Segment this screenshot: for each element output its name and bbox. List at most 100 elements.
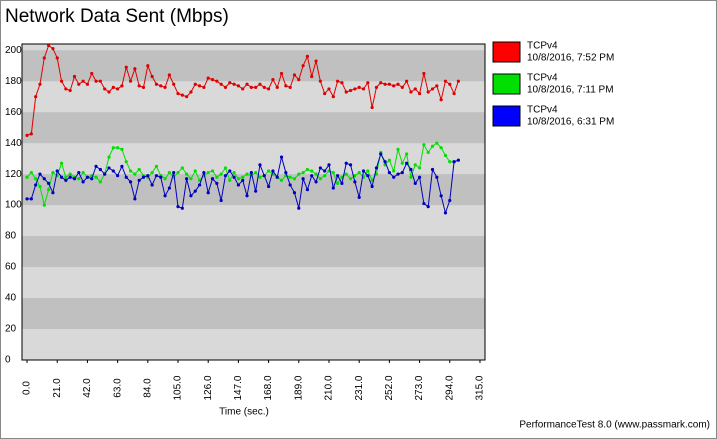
- data-point: [215, 181, 219, 186]
- data-point: [77, 82, 81, 86]
- data-point: [448, 198, 452, 203]
- data-point: [34, 183, 38, 187]
- data-point: [366, 81, 370, 85]
- data-point: [124, 65, 128, 69]
- y-tick-label: 100: [5, 200, 22, 211]
- data-point: [430, 87, 435, 91]
- data-point: [279, 178, 284, 182]
- data-point: [241, 87, 245, 91]
- data-point: [301, 177, 305, 181]
- data-point: [392, 175, 396, 179]
- data-point: [29, 170, 33, 175]
- data-point: [400, 161, 404, 165]
- data-point: [374, 85, 379, 89]
- data-point: [98, 79, 102, 83]
- data-point: [301, 170, 305, 175]
- data-point: [176, 170, 180, 175]
- x-tick-label: 315.0: [475, 375, 486, 400]
- data-point: [353, 174, 357, 178]
- data-point: [77, 177, 81, 181]
- x-tick-label: 126.0: [203, 375, 214, 400]
- data-point: [159, 84, 163, 88]
- data-point: [98, 167, 102, 172]
- data-point: [435, 84, 439, 88]
- data-point: [279, 155, 284, 159]
- data-point: [297, 206, 301, 210]
- grid-band: [22, 267, 485, 299]
- data-point: [42, 203, 46, 207]
- data-point: [443, 211, 448, 215]
- data-point: [284, 84, 288, 88]
- data-point: [180, 93, 184, 97]
- data-point: [59, 79, 64, 83]
- data-point: [68, 175, 72, 179]
- data-point: [172, 82, 176, 86]
- data-point: [55, 169, 59, 173]
- data-point: [236, 177, 241, 181]
- grid-band: [22, 205, 485, 237]
- data-point: [413, 163, 417, 167]
- data-point: [167, 170, 171, 175]
- data-point: [197, 84, 202, 88]
- x-tick-label: 231.0: [354, 375, 365, 400]
- data-point: [111, 146, 115, 150]
- data-point: [336, 181, 340, 186]
- data-point: [422, 71, 426, 76]
- data-point: [206, 191, 210, 195]
- data-point: [336, 79, 340, 83]
- data-point: [262, 85, 266, 89]
- data-point: [90, 71, 94, 76]
- data-point: [150, 74, 154, 79]
- data-point: [34, 95, 38, 99]
- data-point: [38, 184, 42, 189]
- data-point: [439, 194, 443, 198]
- data-point: [366, 174, 370, 178]
- legend-date: 10/8/2016, 7:11 PM: [527, 85, 614, 96]
- data-point: [357, 170, 361, 175]
- data-point: [288, 175, 292, 179]
- data-point: [232, 175, 236, 179]
- data-point: [223, 85, 228, 89]
- legend-label: TCPv4: [527, 41, 558, 52]
- data-point: [383, 160, 387, 164]
- data-point: [210, 177, 215, 181]
- data-point: [116, 146, 120, 150]
- data-point: [124, 160, 128, 164]
- data-point: [180, 166, 184, 170]
- data-point: [176, 205, 180, 209]
- x-tick-label: 273.0: [414, 375, 425, 400]
- data-point: [154, 164, 159, 168]
- legend-label: TCPv4: [527, 105, 558, 116]
- data-point: [219, 198, 223, 203]
- data-point: [271, 78, 275, 82]
- data-point: [357, 85, 361, 89]
- data-point: [254, 189, 258, 193]
- x-tick-label: 252.0: [384, 375, 395, 400]
- data-point: [64, 175, 68, 179]
- x-tick-label: 42.0: [82, 378, 93, 398]
- data-point: [241, 178, 245, 182]
- data-point: [202, 170, 206, 175]
- x-tick-label: 0.0: [22, 381, 33, 395]
- data-point: [146, 64, 150, 68]
- x-tick-label: 63.0: [112, 378, 123, 398]
- data-point: [435, 175, 439, 179]
- data-point: [409, 167, 413, 172]
- data-point: [94, 175, 98, 179]
- data-point: [452, 91, 456, 96]
- data-point: [72, 74, 77, 79]
- grid-band: [22, 236, 485, 268]
- data-point: [275, 85, 279, 89]
- data-point: [51, 170, 55, 175]
- data-point: [103, 87, 107, 91]
- data-point: [47, 181, 51, 186]
- data-point: [189, 90, 193, 94]
- data-point: [223, 174, 228, 178]
- data-point: [146, 174, 150, 178]
- data-point: [370, 105, 374, 110]
- data-point: [133, 197, 137, 201]
- data-point: [154, 82, 159, 86]
- data-point: [98, 180, 102, 184]
- data-point: [310, 74, 314, 79]
